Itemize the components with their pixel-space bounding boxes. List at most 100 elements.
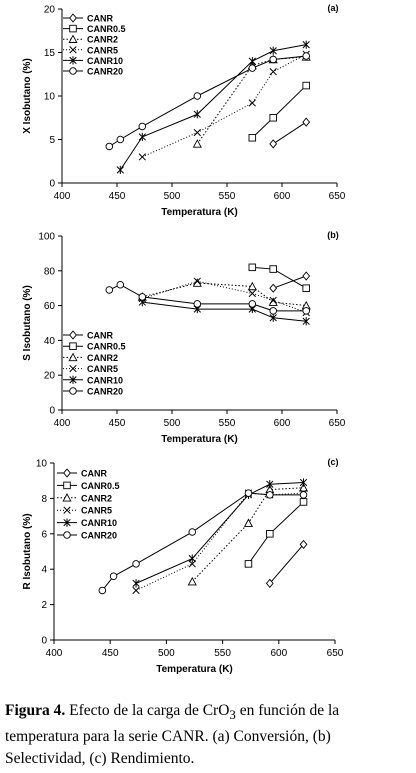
data-point [302, 271, 311, 281]
y-tick-label: 0 [49, 179, 55, 190]
legend-label: CANR10 [87, 56, 123, 66]
legend-label: CANR20 [81, 531, 117, 541]
data-point [302, 52, 310, 60]
x-tick-label: 550 [214, 648, 231, 659]
data-point [248, 99, 256, 107]
data-point [269, 296, 277, 305]
series-canr5 [132, 489, 308, 595]
data-point [247, 281, 257, 291]
data-point [248, 263, 257, 272]
series-line [142, 280, 307, 314]
legend-label: CANR2 [81, 493, 112, 503]
legend-entry: CANR10 [63, 375, 123, 385]
data-point [138, 122, 147, 131]
legend-marker [63, 506, 71, 514]
legend-entry: CANR2 [57, 493, 112, 503]
data-point [248, 64, 257, 72]
y-tick-label: 6 [41, 529, 47, 540]
data-point [138, 293, 147, 301]
caption-text-after: en función de la temperatura para la ser… [5, 702, 340, 768]
y-axis-title: R Isobutano (%) [22, 513, 33, 589]
data-point [193, 277, 201, 285]
y-tick-label: 2 [41, 600, 47, 611]
data-point [269, 55, 277, 64]
figure-caption: Figura 4. Efecto de la carga de CrO3 en … [5, 700, 415, 770]
data-point [188, 554, 196, 563]
legend-entry: CANR0.5 [63, 24, 126, 34]
legend-entry: CANR2 [63, 352, 118, 363]
data-point [109, 572, 118, 581]
y-axis-title: X Isobutano (%) [22, 58, 33, 134]
data-point [302, 307, 310, 315]
y-tick-label: 10 [44, 92, 56, 103]
series-canr [269, 271, 311, 293]
data-point [132, 579, 140, 588]
data-point [299, 498, 308, 506]
series-canr5 [138, 50, 310, 161]
panel-tag: (b) [327, 230, 339, 240]
data-point [193, 128, 201, 137]
legend-entry: CANR10 [57, 518, 117, 528]
data-point [193, 300, 202, 308]
data-point [299, 491, 308, 499]
data-point [269, 67, 277, 76]
legend-marker [68, 352, 78, 362]
y-tick-label: 0 [41, 636, 47, 647]
data-point [116, 280, 125, 289]
x-tick-label: 500 [158, 648, 175, 659]
data-point [302, 317, 310, 326]
y-tick-label: 80 [44, 266, 56, 277]
legend-label: CANR0.5 [87, 342, 126, 352]
x-axis-title: Temperatura (K) [161, 434, 238, 445]
data-point [105, 142, 114, 151]
x-tick-label: 400 [54, 418, 71, 429]
legend-label: CANR0.5 [87, 24, 126, 34]
data-point [265, 578, 274, 588]
data-point [269, 46, 277, 55]
legend-entry: CANR [57, 468, 107, 479]
y-axis-title: S Isobutano (%) [22, 285, 33, 361]
legend-label: CANR [81, 469, 107, 479]
legend-entry: CANR5 [63, 364, 118, 374]
legend-marker [69, 364, 77, 373]
legend-entry: CANR0.5 [63, 342, 126, 352]
series-line [252, 266, 307, 289]
panel-tag: (a) [328, 3, 339, 13]
data-point [248, 300, 257, 308]
series-canr10 [116, 40, 310, 175]
data-point [193, 110, 201, 119]
series-canr [265, 539, 308, 588]
x-tick-label: 450 [109, 418, 126, 429]
series-line [273, 275, 307, 289]
data-point [105, 286, 114, 294]
data-point [302, 40, 310, 49]
x-tick-label: 550 [219, 191, 236, 202]
legend-marker [63, 518, 71, 527]
legend-entry: CANR [63, 13, 113, 24]
legend-marker [69, 24, 77, 33]
legend-marker [69, 67, 77, 75]
y-tick-label: 4 [41, 565, 47, 576]
legend-label: CANR20 [87, 67, 123, 77]
chart-panel-1: 400 450 500 550 600 650 0 20 40 60 80 100 Temperatur… [22, 230, 346, 445]
y-tick-label: 0 [49, 406, 55, 417]
series-canr0-5 [244, 498, 308, 568]
data-point [269, 139, 278, 149]
series-canr10 [138, 298, 310, 326]
data-point [138, 132, 146, 141]
data-point [302, 81, 310, 90]
legend-label: CANR0.5 [81, 481, 120, 491]
x-tick-label: 600 [274, 191, 291, 202]
series-canr0-5 [248, 81, 310, 142]
legend-entry: CANR [63, 330, 113, 341]
x-tick-label: 450 [109, 191, 126, 202]
legend-label: CANR2 [87, 353, 118, 363]
legend-marker [69, 330, 77, 340]
legend-entry: CANR20 [57, 531, 117, 541]
legend-marker [69, 375, 77, 384]
legend-entry: CANR20 [63, 67, 123, 77]
y-tick-label: 20 [44, 5, 56, 16]
data-point [298, 483, 309, 492]
series-line [191, 487, 304, 582]
